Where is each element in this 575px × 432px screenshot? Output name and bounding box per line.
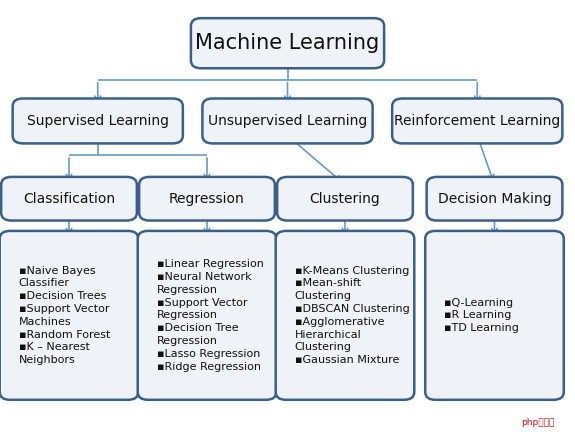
FancyBboxPatch shape bbox=[139, 177, 275, 220]
FancyBboxPatch shape bbox=[138, 231, 277, 400]
Text: Machine Learning: Machine Learning bbox=[196, 33, 380, 53]
FancyBboxPatch shape bbox=[13, 98, 183, 143]
Text: Clustering: Clustering bbox=[309, 192, 381, 206]
Text: php中文网: php中文网 bbox=[522, 418, 555, 427]
Text: ▪K-Means Clustering
▪Mean-shift
Clustering
▪DBSCAN Clustering
▪Agglomerative
Hie: ▪K-Means Clustering ▪Mean-shift Clusteri… bbox=[295, 266, 409, 365]
FancyBboxPatch shape bbox=[277, 177, 413, 220]
Text: ▪Q-Learning
▪R Learning
▪TD Learning: ▪Q-Learning ▪R Learning ▪TD Learning bbox=[444, 298, 519, 333]
FancyBboxPatch shape bbox=[0, 231, 138, 400]
Text: Unsupervised Learning: Unsupervised Learning bbox=[208, 114, 367, 128]
FancyBboxPatch shape bbox=[191, 18, 384, 68]
FancyBboxPatch shape bbox=[392, 98, 562, 143]
FancyBboxPatch shape bbox=[276, 231, 414, 400]
FancyBboxPatch shape bbox=[202, 98, 373, 143]
FancyBboxPatch shape bbox=[1, 177, 137, 220]
Text: Decision Making: Decision Making bbox=[438, 192, 551, 206]
Text: ▪Naive Bayes
Classifier
▪Decision Trees
▪Support Vector
Machines
▪Random Forest
: ▪Naive Bayes Classifier ▪Decision Trees … bbox=[18, 266, 110, 365]
Text: Reinforcement Learning: Reinforcement Learning bbox=[394, 114, 561, 128]
Text: ▪Linear Regression
▪Neural Network
Regression
▪Support Vector
Regression
▪Decisi: ▪Linear Regression ▪Neural Network Regre… bbox=[156, 259, 263, 372]
FancyBboxPatch shape bbox=[427, 177, 562, 220]
Text: Classification: Classification bbox=[23, 192, 115, 206]
Text: Regression: Regression bbox=[169, 192, 245, 206]
FancyBboxPatch shape bbox=[425, 231, 564, 400]
Text: Supervised Learning: Supervised Learning bbox=[27, 114, 168, 128]
